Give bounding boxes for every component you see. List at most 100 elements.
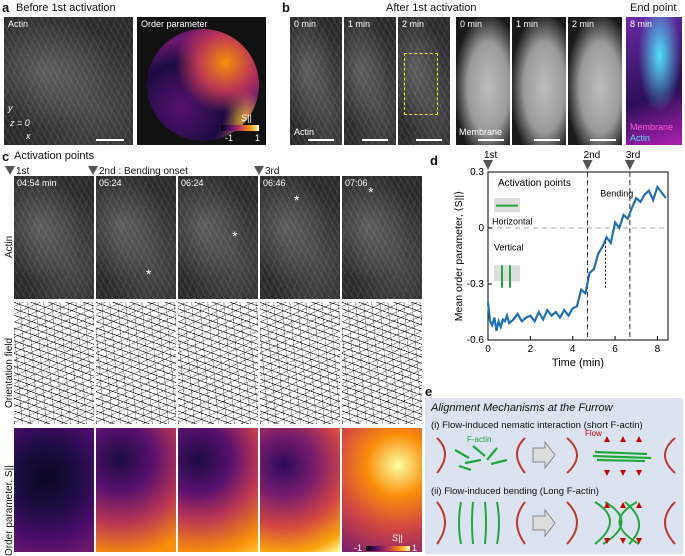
endpoint-actin-label: Actin [630,133,651,143]
endpoint-image: 8 min Membrane Actin [626,17,682,145]
flow-label: Flow [585,429,602,438]
panel-c-title: Activation points [14,150,95,162]
actin-snapshot: 04:54 min [14,176,94,299]
frame-time: 1 min [516,19,539,29]
timestamp: 04:54 min [17,178,57,188]
panel-a-actin-image: Actin y z = 0 x [4,17,133,145]
y-tick-label: 0 [478,223,484,234]
colorbar [221,125,259,131]
bending-marker: * [294,192,300,208]
mechanism-diagram: F-actin Flow [436,429,676,545]
frame-time: 2 min [572,19,595,29]
panel-c-colorbar-min: -1 [354,543,363,553]
endpoint-title: End point [630,2,677,14]
bending-marker: * [232,228,238,244]
timestamp: 06:24 [181,178,204,188]
scale-bar [416,139,442,141]
legend-title: Activation points [498,178,571,189]
activation-triangle [582,160,593,170]
axis-y-label: y [8,103,13,113]
panel-c-colorbar-label: S|| [392,533,403,543]
order-parameter-chart: 1st 2nd 3rd Activation points 0 2 4 6 8 0.3 0 -0.3 -… [453,150,669,369]
bending-marker: * [146,266,152,282]
frame-time: 1 min [348,19,371,29]
order-parameter-map [342,428,422,552]
panel-b-label: b [282,0,290,15]
scale-bar [362,139,388,141]
panel-a-order-label: Order parameter [141,19,208,29]
panel-c-colorbar [366,546,410,551]
frame-time: 2 min [402,19,425,29]
order-parameter-map [14,428,94,552]
panel-e-box: Alignment Mechanisms at the Furrow (i) F… [425,398,683,554]
series-line [486,184,667,331]
y-axis-label: Mean order parameter, ⟨S||⟩ [453,191,465,321]
bending-marker: * [368,184,374,200]
order-parameter-disk [147,29,259,141]
axis-x-label: x [26,131,31,141]
order-parameter-map [260,428,340,552]
actin-label: Actin [294,127,315,137]
panel-a-order-image: Order parameter S|| -1 1 [137,17,266,145]
annotation-horizontal: Horizontal [492,216,533,226]
timestamp: 06:46 [263,178,286,188]
vertical-icon-bg [494,265,520,282]
scale-bar [308,139,334,141]
order-parameter-map [178,428,258,552]
panel-c-label: c [2,149,10,164]
orientation-field [96,302,176,424]
scale-bar [96,139,124,141]
x-axis-label: Time (min) [552,357,604,369]
activation-marker-label: 2nd : Bending onset [99,166,188,177]
x-tick-label: 8 [655,344,661,355]
panel-e-label: e [425,384,433,399]
panel-c-colorbar-max: 1 [412,543,418,553]
colorbar-min: -1 [225,133,234,143]
y-tick-label: -0.6 [467,335,485,346]
y-tick-label: 0.3 [470,167,484,178]
orientation-field [342,302,422,424]
scale-bar [478,139,504,141]
endpoint-membrane-label: Membrane [630,122,674,132]
activation-marker [88,166,98,175]
panel-e-title: Alignment Mechanisms at the Furrow [431,402,613,414]
actin-snapshot: 06:46 * [260,176,340,299]
y-tick-label: -0.3 [467,279,485,290]
panel-a-title: Before 1st activation [16,2,116,14]
membrane-frame: 1 min [512,17,566,145]
panel-a-actin-label: Actin [8,19,29,29]
activation-marker-label: 1st [16,166,30,177]
orientation-field [14,302,94,424]
frame-time: 0 min [294,19,317,29]
order-parameter-map [96,428,176,552]
activation-triangle [483,160,493,170]
activation-triangle [624,160,635,170]
membrane-label: Membrane [459,127,503,137]
actin-snapshot: 05:24 * [96,176,176,299]
mechanism-2-text: (ii) Flow-induced bending (Long F-actin) [431,486,599,497]
x-tick-label: 4 [570,344,576,355]
x-tick-label: 0 [485,344,491,355]
annotation-vertical: Vertical [494,242,524,252]
panel-b-title: After 1st activation [386,2,477,14]
colorbar-label: S|| [241,113,252,123]
scale-bar [534,139,560,141]
orientation-field [178,302,258,424]
activation-marker [254,166,264,175]
activation-label: 1st [484,150,498,161]
scale-bar [590,139,616,141]
activation-marker [5,166,15,175]
membrane-frame: 2 min [568,17,622,145]
factin-label: F-actin [467,435,491,444]
x-tick-label: 2 [528,344,534,355]
axis-z-label: z = 0 [10,118,30,128]
orientation-field [260,302,340,424]
membrane-frame: 0 min Membrane [456,17,510,145]
actin-snapshot: 07:06 * [342,176,422,299]
timestamp: 07:06 [345,178,368,188]
mechanism-1-text: (i) Flow-induced nematic interaction (sh… [431,420,643,431]
annotation-bending: Bending [600,188,633,198]
x-tick-label: 6 [612,344,618,355]
frame-time: 0 min [460,19,483,29]
roi-box [404,53,438,115]
